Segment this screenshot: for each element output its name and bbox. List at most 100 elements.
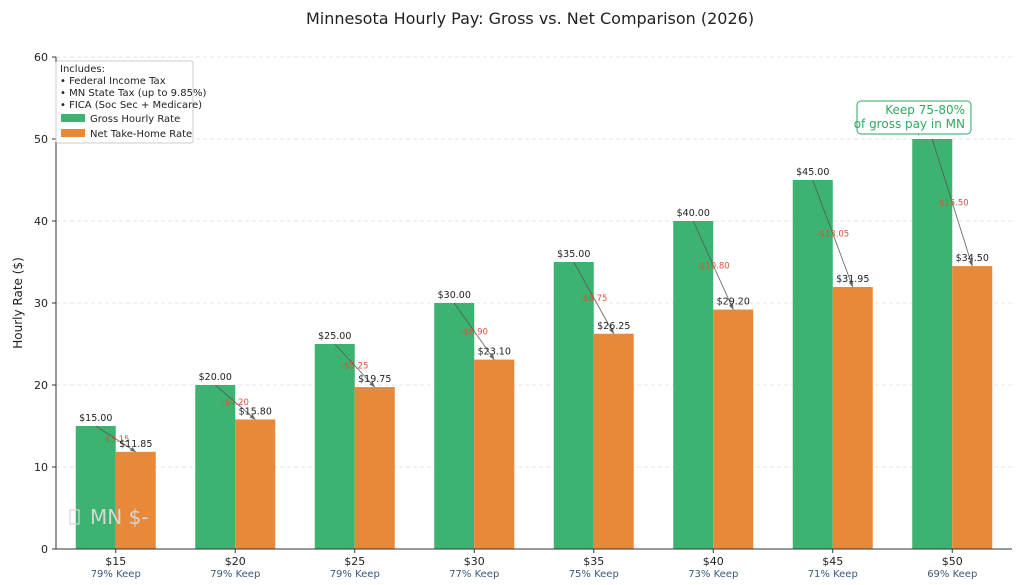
value-label-net: $26.25 [597, 321, 630, 332]
y-tick-label: 10 [34, 461, 48, 474]
legend-note: • Federal Income Tax [60, 76, 166, 87]
connector-line [453, 302, 495, 360]
x-tick-label: $35 [583, 555, 604, 568]
keep-label: 73% Keep [688, 569, 738, 580]
bar-net [235, 419, 276, 549]
connector-arrow [609, 327, 614, 334]
y-tick-label: 60 [34, 51, 48, 64]
connector-line [692, 220, 734, 310]
deduction-label: -$15.50 [936, 199, 969, 209]
keep-label: 79% Keep [330, 569, 380, 580]
value-label-gross: $25.00 [318, 331, 351, 342]
value-label-gross: $35.00 [557, 249, 590, 260]
bar-gross [75, 426, 116, 549]
keep-label: 71% Keep [808, 569, 858, 580]
x-tick-label: $15 [105, 555, 126, 568]
bar-gross [314, 344, 355, 549]
bar-gross [912, 139, 953, 549]
bar-gross [195, 385, 236, 549]
value-label-gross: $30.00 [438, 290, 471, 301]
y-tick-label: 40 [34, 215, 48, 228]
deduction-label: -$6.90 [461, 327, 488, 337]
value-label-net: $11.85 [119, 439, 152, 450]
keep-label: 77% Keep [449, 569, 499, 580]
connector-arrow [968, 260, 973, 267]
connector-line [931, 138, 973, 267]
value-label-net: $19.75 [358, 374, 391, 385]
value-label-gross: $20.00 [199, 372, 232, 383]
legend-label-net: Net Take-Home Rate [90, 129, 192, 140]
connector-arrow [369, 381, 375, 388]
bar-net [713, 309, 754, 549]
bar-net [832, 287, 873, 549]
y-tick-label: 0 [41, 543, 48, 556]
connector-arrow [249, 414, 256, 420]
connector-line [95, 425, 136, 453]
value-label-gross: $45.00 [796, 167, 829, 178]
gridlines [56, 56, 1012, 468]
bar-gross [673, 221, 714, 549]
value-label-net: $31.95 [836, 274, 869, 285]
connector-arrow [728, 303, 734, 310]
deduction-label: -$8.75 [580, 294, 607, 304]
value-label-net: $29.20 [717, 297, 750, 308]
deduction-label: -$10.80 [697, 261, 730, 271]
y-tick-label: 30 [34, 297, 48, 310]
keep-label: 79% Keep [91, 569, 141, 580]
bar-net [115, 451, 156, 549]
connector-line [812, 179, 854, 288]
connectors [95, 138, 973, 453]
bars [75, 139, 993, 549]
keep-label: 69% Keep [927, 569, 977, 580]
y-axis-label: Hourly Rate ($) [11, 257, 25, 348]
connector-line [573, 261, 615, 334]
legend-note: • FICA (Soc Sec + Medicare) [60, 100, 202, 111]
annotation-line: Keep 75-80% [885, 103, 965, 117]
legend-label-gross: Gross Hourly Rate [90, 114, 180, 125]
x-tick-label: $40 [703, 555, 724, 568]
bar-gross [434, 303, 475, 549]
deduction-label: -$5.25 [341, 362, 368, 372]
annotation-box [856, 100, 972, 135]
legend-note: • MN State Tax (up to 9.85%) [60, 88, 206, 99]
x-tick-label: $45 [822, 555, 843, 568]
legend-box [55, 60, 194, 144]
connector-arrow [848, 281, 854, 288]
value-label-net: $23.10 [478, 347, 511, 358]
x-tick-label: $25 [344, 555, 365, 568]
bar-net [593, 333, 634, 549]
annotation-line: of gross pay in MN [854, 117, 965, 131]
legend-header: Includes: [60, 64, 105, 75]
y-tick-label: 20 [34, 379, 48, 392]
chart-title: Minnesota Hourly Pay: Gross vs. Net Comp… [306, 9, 754, 28]
bar-gross [792, 180, 833, 549]
connector-arrow [129, 446, 136, 452]
bar-net [952, 266, 993, 549]
x-tick-label: $20 [225, 555, 246, 568]
annotation: Keep 75-80% of gross pay in MN [854, 100, 972, 135]
watermark-box-icon [69, 509, 80, 525]
y-tick-label: 50 [34, 133, 48, 146]
legend: Includes: • Federal Income Tax • MN Stat… [55, 60, 206, 144]
deduction-label: -$13.05 [816, 230, 849, 240]
bar-net [474, 359, 515, 549]
legend-swatch-gross [61, 114, 85, 122]
connector-line [334, 343, 376, 388]
deduction-label: -$4.20 [222, 398, 249, 408]
bar-net [354, 387, 395, 549]
bar-gross [553, 262, 594, 549]
value-label-gross: $40.00 [677, 208, 710, 219]
legend-swatch-net [61, 129, 85, 137]
value-label-net: $34.50 [956, 253, 989, 264]
keep-label: 75% Keep [569, 569, 619, 580]
deduction-label: -$3.15 [102, 435, 129, 445]
x-tick-label: $50 [942, 555, 963, 568]
watermark-text: MN $- [90, 505, 149, 529]
value-label-gross: $15.00 [79, 413, 112, 424]
value-label-net: $15.80 [239, 406, 272, 417]
connector-line [214, 384, 256, 420]
x-tick-label: $30 [464, 555, 485, 568]
watermark: MN $- [69, 505, 149, 529]
